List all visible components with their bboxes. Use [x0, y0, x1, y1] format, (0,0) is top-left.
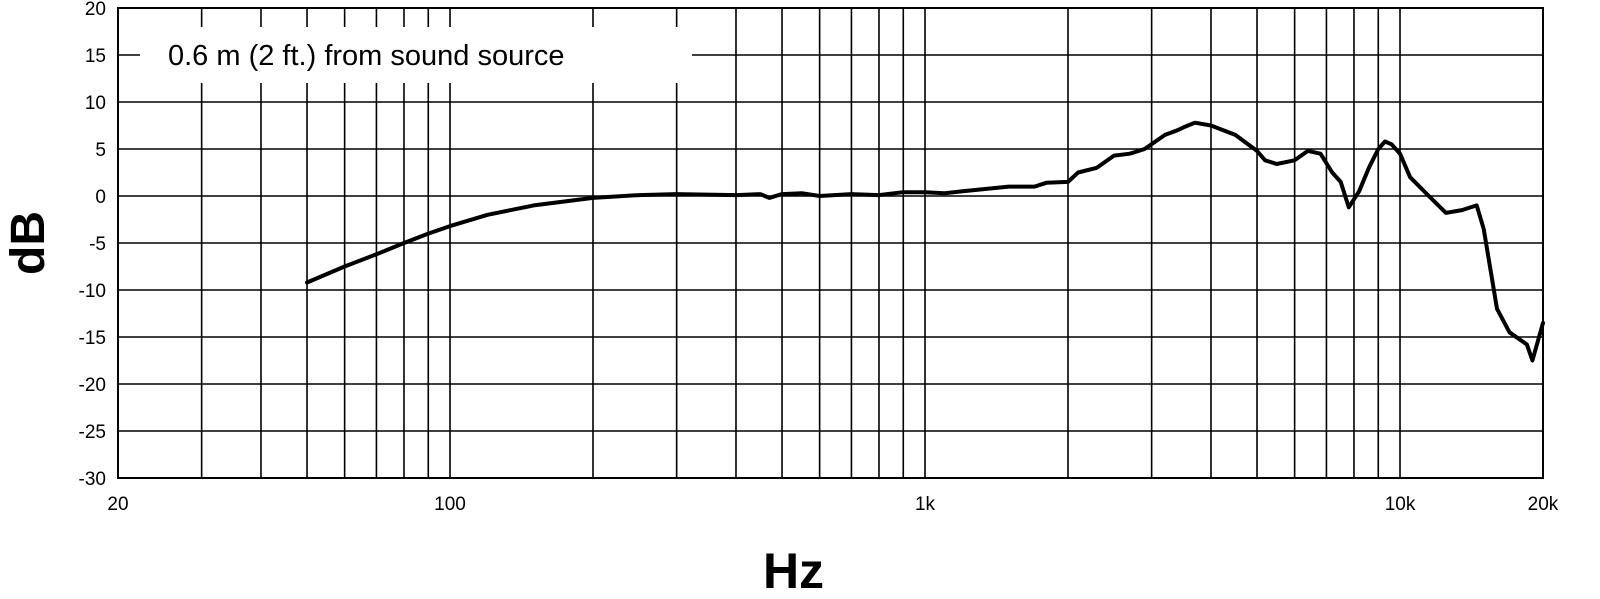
- y-tick-label: 20: [85, 0, 106, 20]
- annotation: 0.6 m (2 ft.) from sound source: [140, 27, 692, 83]
- y-tick-label: 15: [85, 46, 106, 67]
- y-tick-label: -30: [79, 469, 106, 490]
- y-axis-tick-labels: 20 15 10 5 0 -5 -10 -15 -20 -25 -30: [79, 0, 106, 490]
- series-line-frequency-response: [305, 120, 1545, 363]
- y-tick-label: -10: [79, 281, 106, 302]
- x-tick-label: 100: [434, 494, 466, 515]
- y-tick-label: -15: [79, 328, 106, 349]
- x-tick-label: 20k: [1528, 494, 1559, 515]
- y-axis-title: dB: [2, 211, 55, 275]
- x-axis-tick-labels: 20 100 1k 10k 20k: [107, 494, 1558, 515]
- y-tick-label: 10: [85, 93, 106, 114]
- x-tick-label: 10k: [1385, 494, 1416, 515]
- y-tick-label: -25: [79, 422, 106, 443]
- y-tick-label: 5: [95, 140, 106, 161]
- y-tick-label: -5: [89, 234, 106, 255]
- y-tick-label: 0: [95, 187, 106, 208]
- x-tick-label: 20: [107, 494, 128, 515]
- x-axis-title: Hz: [763, 543, 824, 599]
- plot-frame: [117, 7, 1544, 479]
- annotation-text: 0.6 m (2 ft.) from sound source: [168, 40, 564, 72]
- x-tick-label: 1k: [915, 494, 936, 515]
- annotation-background: [140, 27, 692, 83]
- y-tick-label: -20: [79, 375, 106, 396]
